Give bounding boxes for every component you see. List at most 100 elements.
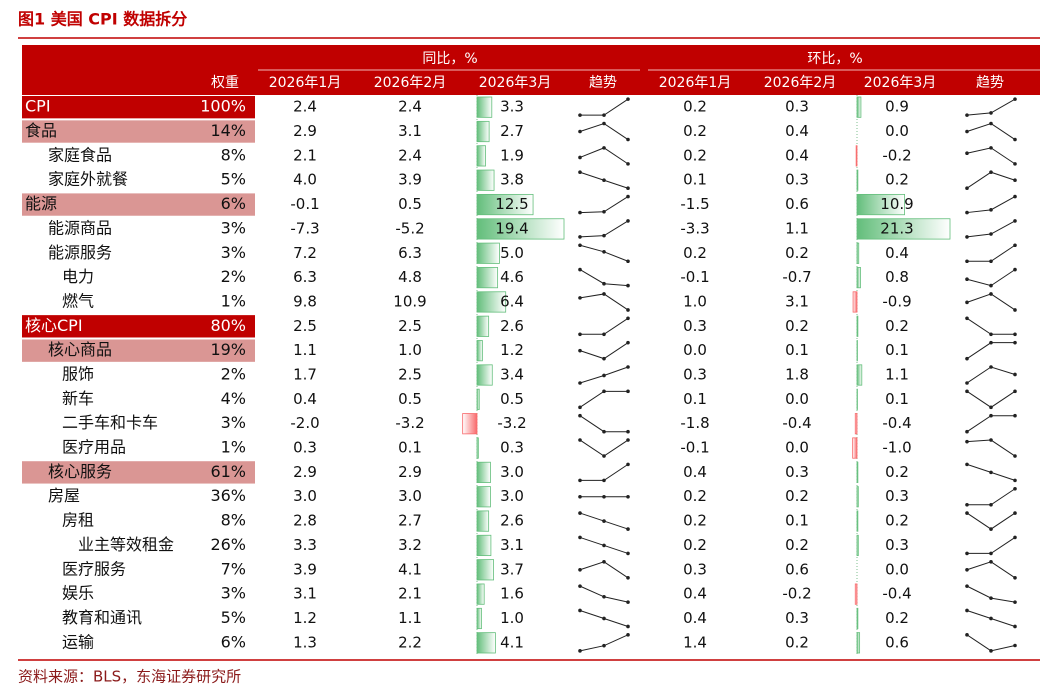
sparkline [579, 342, 629, 360]
value: 1.0 [500, 609, 524, 627]
sparkline-point [965, 235, 969, 239]
sparkline-point [602, 292, 606, 296]
sparkline [580, 317, 629, 335]
data-bar [476, 534, 492, 557]
data-bar [855, 145, 858, 167]
value: 0.0 [885, 560, 909, 578]
value: -7.3 [290, 219, 319, 237]
sparkline-point [602, 281, 606, 286]
weight: 1% [221, 438, 246, 457]
sparkline-point [602, 594, 606, 599]
row-name: 房屋 [48, 486, 80, 505]
value: 0.3 [500, 439, 524, 457]
value: 0.8 [885, 268, 909, 286]
data-bar [856, 193, 905, 216]
row-name: 娱乐 [62, 584, 94, 603]
sparkline-point [578, 170, 582, 175]
value: 0.0 [785, 439, 809, 457]
row-name: 燃气 [62, 291, 94, 310]
data-bar [476, 632, 496, 654]
row-name: 教育和通讯 [62, 608, 142, 627]
value: 1.1 [293, 341, 317, 359]
sparkline-point [965, 113, 969, 117]
row-name: 医疗服务 [62, 559, 126, 578]
value: 0.3 [785, 171, 809, 189]
sparkline-point [602, 389, 606, 394]
sparkline-point [965, 210, 969, 215]
sparkline-point [965, 389, 969, 394]
value: 4.1 [398, 560, 422, 578]
value: 0.2 [683, 146, 707, 164]
value: 3.3 [293, 536, 317, 554]
sparkline [966, 439, 1016, 457]
value: 0.1 [683, 171, 707, 189]
sparkline [580, 98, 629, 116]
sparkline-point [989, 283, 993, 288]
value: 2.2 [398, 633, 422, 651]
value: 1.2 [293, 609, 317, 627]
row-highlight [22, 461, 255, 484]
sparkline [966, 317, 1015, 335]
sparkline [967, 537, 1016, 554]
value: 0.3 [683, 560, 707, 578]
weight: 6% [221, 632, 246, 651]
sparkline-point [602, 494, 606, 499]
value: 3.3 [500, 98, 524, 116]
data-bar [856, 242, 860, 264]
sparkline-point [578, 210, 582, 215]
sparkline-point [626, 527, 630, 531]
sparkline-point [989, 232, 993, 236]
value: 2.5 [398, 366, 422, 384]
sparkline-point [1013, 243, 1017, 248]
sparkline-point [965, 584, 969, 588]
row-name: CPI [25, 97, 51, 116]
weight: 3% [221, 413, 246, 432]
row-highlight [22, 339, 255, 362]
value: 3.1 [293, 585, 317, 603]
value: -0.4 [882, 585, 911, 603]
sparkline-point [626, 633, 630, 637]
value: 2.8 [293, 512, 317, 530]
sparkline-point [1013, 308, 1017, 312]
column-header: 2026年1月 [659, 75, 732, 91]
value: 0.2 [885, 171, 909, 189]
sparkline-point [626, 259, 630, 264]
sparkline-point [989, 146, 993, 150]
value: 2.6 [500, 512, 524, 530]
data-bar [476, 169, 495, 191]
value: 0.9 [885, 98, 909, 116]
value: 2.5 [293, 317, 317, 335]
sparkline-point [626, 219, 630, 223]
value: 0.2 [683, 536, 707, 554]
weight: 5% [221, 608, 246, 627]
sparkline-point [602, 233, 606, 238]
sparkline-point [965, 462, 969, 467]
sparkline [579, 439, 629, 457]
sparkline-point [1013, 486, 1017, 491]
sparkline-point [965, 502, 969, 507]
sparkline-point [1013, 389, 1017, 394]
sparkline [579, 390, 628, 408]
row-name: 运输 [62, 632, 94, 651]
sparkline-point [602, 332, 606, 337]
value: 0.4 [683, 585, 707, 603]
sparkline-point [989, 527, 993, 531]
value: -3.2 [395, 414, 424, 432]
data-bar [476, 315, 490, 337]
value: -2.0 [290, 414, 319, 432]
value: 3.1 [785, 292, 809, 310]
data-bar [856, 510, 859, 532]
sparkline-point [578, 567, 582, 572]
sparkline [966, 147, 1016, 165]
weight: 3% [221, 218, 246, 237]
sparkline-point [626, 575, 630, 580]
sparkline-point [602, 454, 606, 458]
sparkline-point [965, 259, 969, 264]
value: 1.1 [398, 609, 422, 627]
row-name: 核心服务 [48, 462, 112, 481]
sparkline-point [626, 365, 630, 369]
weight: 8% [221, 511, 246, 530]
sparkline-point [578, 348, 582, 353]
value: 0.5 [398, 195, 422, 213]
sparkline [966, 561, 1016, 579]
